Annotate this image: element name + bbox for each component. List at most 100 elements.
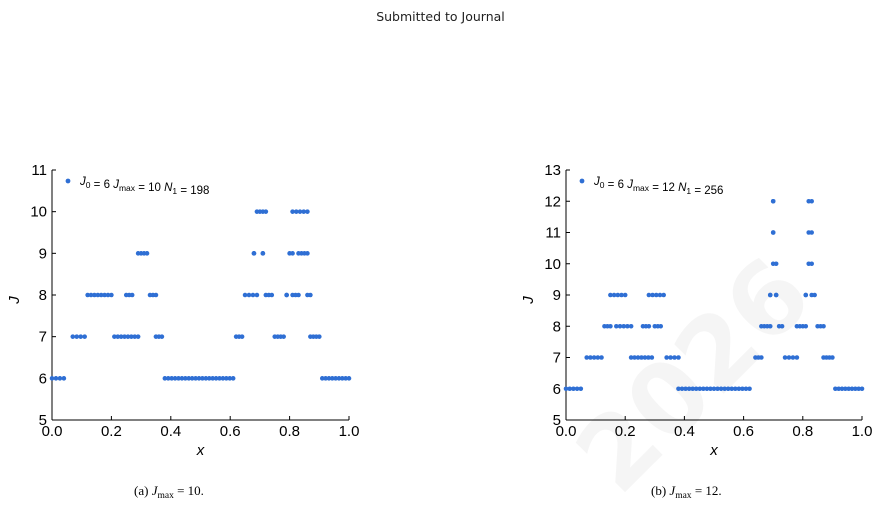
data-point xyxy=(642,355,648,360)
data-point xyxy=(567,386,572,392)
data-point xyxy=(159,334,165,339)
data-point xyxy=(672,355,677,360)
y-tick-label: 6 xyxy=(39,370,47,387)
data-point xyxy=(281,334,286,339)
data-point xyxy=(595,355,601,360)
data-point xyxy=(803,292,809,298)
y-tick-label: 9 xyxy=(39,245,47,262)
data-point xyxy=(319,376,325,381)
y-tick-label: 11 xyxy=(31,162,47,179)
y-tick-label: 7 xyxy=(39,329,47,346)
data-point xyxy=(773,292,779,298)
data-point xyxy=(676,355,681,360)
data-point xyxy=(135,334,141,339)
data-point xyxy=(639,355,644,360)
data-point xyxy=(129,292,135,298)
data-point xyxy=(230,376,236,381)
data-point xyxy=(725,386,731,392)
data-point xyxy=(290,209,295,214)
data-point xyxy=(740,386,745,392)
data-point xyxy=(809,198,814,204)
data-point xyxy=(333,376,338,381)
data-point xyxy=(632,355,637,360)
data-point xyxy=(608,292,613,298)
data-point xyxy=(340,376,345,381)
data-point xyxy=(57,376,63,381)
data-point xyxy=(115,334,121,339)
caption-a-label: (a) xyxy=(134,483,149,498)
data-point xyxy=(608,323,613,329)
caption-b-value: 12 xyxy=(705,483,719,498)
data-point xyxy=(591,355,597,360)
data-point xyxy=(563,386,569,392)
data-point xyxy=(297,209,303,214)
y-tick-label: 11 xyxy=(545,225,561,242)
data-point xyxy=(95,292,101,298)
data-point xyxy=(625,323,630,329)
caption-b-label: (b) xyxy=(651,483,667,498)
data-point xyxy=(98,292,104,298)
data-point xyxy=(227,376,233,381)
data-point xyxy=(658,323,664,329)
data-point xyxy=(846,386,851,392)
caption-a-value: 10 xyxy=(187,483,201,498)
data-point xyxy=(646,323,652,329)
data-point xyxy=(118,334,124,339)
data-point xyxy=(74,334,80,339)
data-point xyxy=(782,355,788,360)
data-point xyxy=(770,230,776,235)
x-tick-label: 1.0 xyxy=(339,423,360,440)
data-point xyxy=(833,386,838,392)
data-point xyxy=(697,386,703,392)
data-point xyxy=(323,376,328,381)
data-point xyxy=(179,376,185,381)
legend-marker xyxy=(65,178,71,184)
data-point xyxy=(708,386,713,392)
data-point xyxy=(206,376,212,381)
data-point xyxy=(821,323,826,329)
data-point xyxy=(693,386,699,392)
data-point xyxy=(809,230,814,235)
data-point xyxy=(615,292,621,298)
data-point xyxy=(621,323,627,329)
data-point xyxy=(186,376,192,381)
y-tick-label: 10 xyxy=(544,256,561,273)
data-point xyxy=(839,386,845,392)
data-point xyxy=(743,386,749,392)
data-point xyxy=(843,386,848,392)
data-point xyxy=(88,292,94,298)
data-point xyxy=(767,323,773,329)
data-point xyxy=(759,355,764,360)
data-point xyxy=(183,376,188,381)
data-point xyxy=(622,292,628,298)
data-point xyxy=(718,386,724,392)
data-point xyxy=(661,292,666,298)
x-axis-label: x xyxy=(196,442,205,459)
data-point xyxy=(736,386,742,392)
data-point xyxy=(70,334,76,339)
x-tick-label: 0.2 xyxy=(615,423,636,440)
data-point xyxy=(571,386,576,392)
x-tick-label: 0.0 xyxy=(556,423,577,440)
data-point xyxy=(239,334,245,339)
legend-label: J0 = 6 Jmax = 10 N1 = 198 xyxy=(79,176,209,197)
data-point xyxy=(61,376,67,381)
data-point xyxy=(153,292,159,298)
data-point xyxy=(125,334,131,339)
data-point xyxy=(112,334,117,339)
data-point xyxy=(856,386,861,392)
data-point xyxy=(213,376,219,381)
data-point xyxy=(683,386,688,392)
data-point xyxy=(711,386,717,392)
data-point xyxy=(296,292,301,298)
data-point xyxy=(132,334,138,339)
data-point xyxy=(578,386,584,392)
data-point xyxy=(584,355,590,360)
data-point xyxy=(770,198,776,204)
x-tick-label: 0.6 xyxy=(733,423,754,440)
data-point xyxy=(646,292,652,298)
data-point xyxy=(649,355,655,360)
data-point xyxy=(588,355,593,360)
